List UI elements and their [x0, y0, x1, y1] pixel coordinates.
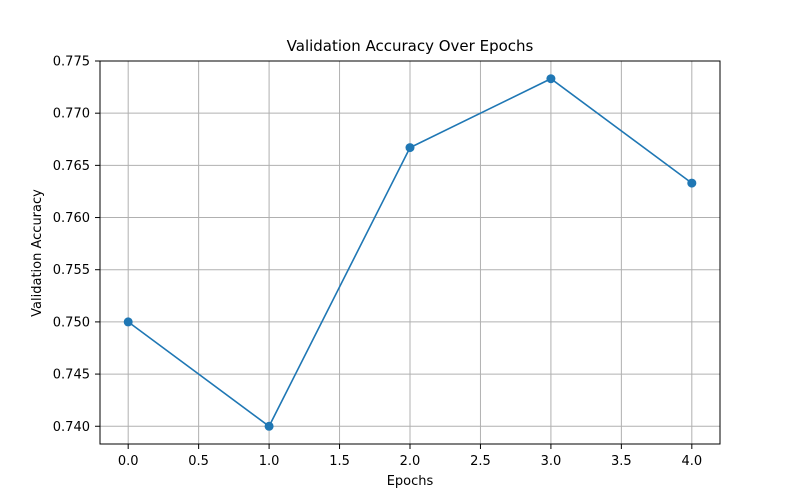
y-tick-label: 0.765: [53, 159, 90, 174]
y-tick-label: 0.755: [53, 263, 90, 278]
x-tick-label: 3.0: [541, 454, 562, 469]
data-point-epoch-1: [264, 421, 274, 431]
x-tick-label: 2.5: [470, 454, 491, 469]
x-tick-label: 0.5: [188, 454, 209, 469]
y-tick-label: 0.775: [53, 55, 90, 70]
y-tick-label: 0.760: [53, 211, 90, 226]
y-tick-label: 0.750: [53, 315, 90, 330]
x-axis-label: Epochs: [387, 474, 434, 489]
y-axis-label: Validation Accuracy: [30, 189, 45, 317]
x-tick-label: 2.0: [400, 454, 421, 469]
x-tick-label: 0.0: [118, 454, 139, 469]
x-axis-ticks: 0.0 0.5 1.0 1.5 2.0 2.5 3.0 3.5 4.0: [118, 444, 702, 469]
data-point-epoch-0: [123, 317, 133, 327]
series: [123, 74, 697, 431]
y-tick-label: 0.745: [53, 368, 90, 383]
y-axis-ticks: 0.740 0.745 0.750 0.755 0.760 0.765 0.770 0.775: [53, 55, 100, 435]
x-tick-label: 4.0: [681, 454, 702, 469]
data-point-epoch-3: [546, 74, 556, 84]
y-tick-label: 0.740: [53, 420, 90, 435]
data-point-epoch-4: [687, 178, 697, 188]
x-tick-label: 3.5: [611, 454, 632, 469]
x-tick-label: 1.5: [329, 454, 350, 469]
data-point-epoch-2: [405, 143, 415, 153]
chart-title: Validation Accuracy Over Epochs: [287, 37, 534, 55]
y-tick-label: 0.770: [53, 107, 90, 122]
x-tick-label: 1.0: [259, 454, 280, 469]
